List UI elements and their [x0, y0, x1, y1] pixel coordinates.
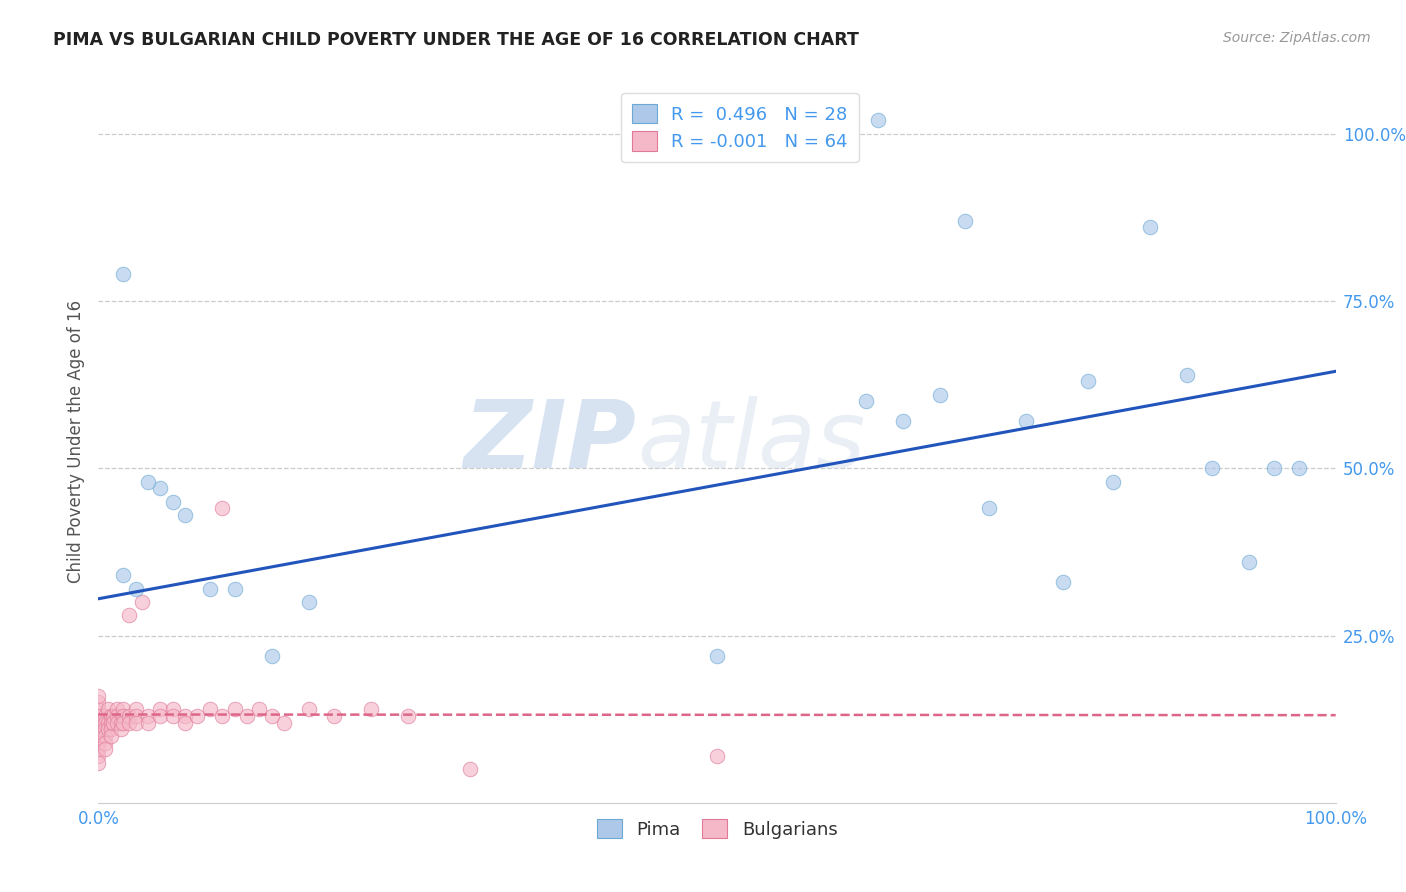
Point	[273, 715, 295, 730]
Point	[97, 715, 120, 730]
Point	[87, 702, 110, 716]
Point	[247, 702, 270, 716]
Point	[224, 702, 246, 716]
Point	[211, 708, 233, 723]
Point	[149, 482, 172, 496]
Point	[198, 582, 221, 596]
Point	[93, 708, 115, 723]
Point	[87, 742, 110, 756]
Point	[93, 742, 115, 756]
Point	[1015, 414, 1038, 429]
Point	[112, 568, 135, 582]
Point	[198, 702, 221, 716]
Point	[706, 749, 728, 764]
Point	[131, 595, 153, 609]
Point	[112, 708, 135, 723]
Point	[891, 414, 914, 429]
Point	[979, 501, 1001, 516]
Point	[322, 708, 344, 723]
Point	[100, 708, 122, 723]
Point	[260, 708, 283, 723]
Point	[706, 648, 728, 663]
Point	[1263, 461, 1285, 475]
Point	[93, 729, 115, 743]
Point	[1201, 461, 1223, 475]
Point	[1288, 461, 1310, 475]
Point	[1139, 220, 1161, 235]
Point	[136, 708, 159, 723]
Text: PIMA VS BULGARIAN CHILD POVERTY UNDER THE AGE OF 16 CORRELATION CHART: PIMA VS BULGARIAN CHILD POVERTY UNDER TH…	[53, 31, 859, 49]
Point	[1077, 375, 1099, 389]
Point	[174, 708, 197, 723]
Point	[87, 723, 110, 737]
Point	[1175, 368, 1198, 382]
Point	[124, 702, 146, 716]
Point	[87, 715, 110, 730]
Point	[224, 582, 246, 596]
Point	[103, 708, 125, 723]
Point	[118, 715, 141, 730]
Point	[93, 735, 115, 749]
Point	[236, 708, 259, 723]
Point	[1237, 555, 1260, 569]
Text: Source: ZipAtlas.com: Source: ZipAtlas.com	[1223, 31, 1371, 45]
Point	[298, 595, 321, 609]
Point	[87, 689, 110, 703]
Point	[87, 729, 110, 743]
Point	[105, 708, 128, 723]
Point	[855, 394, 877, 409]
Point	[953, 214, 976, 228]
Point	[87, 756, 110, 770]
Point	[1102, 475, 1125, 489]
Point	[174, 508, 197, 523]
Point	[97, 702, 120, 716]
Point	[112, 715, 135, 730]
Point	[866, 113, 889, 128]
Point	[105, 702, 128, 716]
Point	[186, 708, 208, 723]
Point	[149, 708, 172, 723]
Point	[93, 715, 115, 730]
Point	[124, 582, 146, 596]
Point	[174, 715, 197, 730]
Point	[396, 708, 419, 723]
Point	[110, 715, 132, 730]
Point	[162, 494, 184, 508]
Point	[100, 723, 122, 737]
Point	[149, 702, 172, 716]
Point	[93, 723, 115, 737]
Point	[87, 696, 110, 710]
Point	[136, 475, 159, 489]
Point	[124, 708, 146, 723]
Point	[118, 608, 141, 623]
Point	[124, 715, 146, 730]
Point	[162, 708, 184, 723]
Point	[100, 715, 122, 730]
Legend: Pima, Bulgarians: Pima, Bulgarians	[589, 812, 845, 846]
Point	[298, 702, 321, 716]
Point	[136, 715, 159, 730]
Point	[211, 501, 233, 516]
Point	[118, 708, 141, 723]
Point	[87, 735, 110, 749]
Point	[112, 268, 135, 282]
Point	[87, 749, 110, 764]
Text: ZIP: ZIP	[464, 395, 637, 488]
Point	[1052, 575, 1074, 590]
Point	[112, 702, 135, 716]
Point	[105, 715, 128, 730]
Point	[928, 387, 950, 401]
Point	[100, 729, 122, 743]
Point	[260, 648, 283, 663]
Point	[103, 715, 125, 730]
Point	[97, 723, 120, 737]
Point	[360, 702, 382, 716]
Y-axis label: Child Poverty Under the Age of 16: Child Poverty Under the Age of 16	[66, 300, 84, 583]
Text: atlas: atlas	[637, 396, 865, 487]
Point	[458, 762, 481, 776]
Point	[162, 702, 184, 716]
Point	[110, 723, 132, 737]
Point	[87, 708, 110, 723]
